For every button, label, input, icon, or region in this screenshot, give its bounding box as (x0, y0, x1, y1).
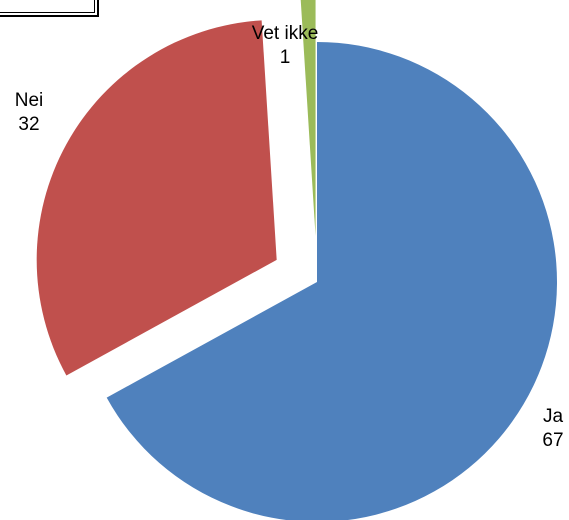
pie-slice-vet-ikke (300, 0, 316, 237)
data-label-nei: Nei 32 (15, 89, 44, 137)
data-label-nei-value: 32 (18, 114, 40, 135)
data-label-vet-ikke-value: 1 (279, 47, 291, 68)
legend-box (0, 0, 99, 17)
data-label-ja-value: 67 (542, 430, 564, 451)
pie-slice-nei (36, 20, 277, 376)
data-label-ja: Ja 67 (542, 405, 563, 453)
data-label-vet-ikke: Vet ikke 1 (252, 22, 319, 70)
data-label-vet-ikke-category: Vet ikke (251, 23, 319, 44)
data-label-ja-category: Ja (542, 406, 564, 427)
data-label-nei-category: Nei (14, 90, 44, 111)
pie-slice-ja (106, 42, 557, 520)
